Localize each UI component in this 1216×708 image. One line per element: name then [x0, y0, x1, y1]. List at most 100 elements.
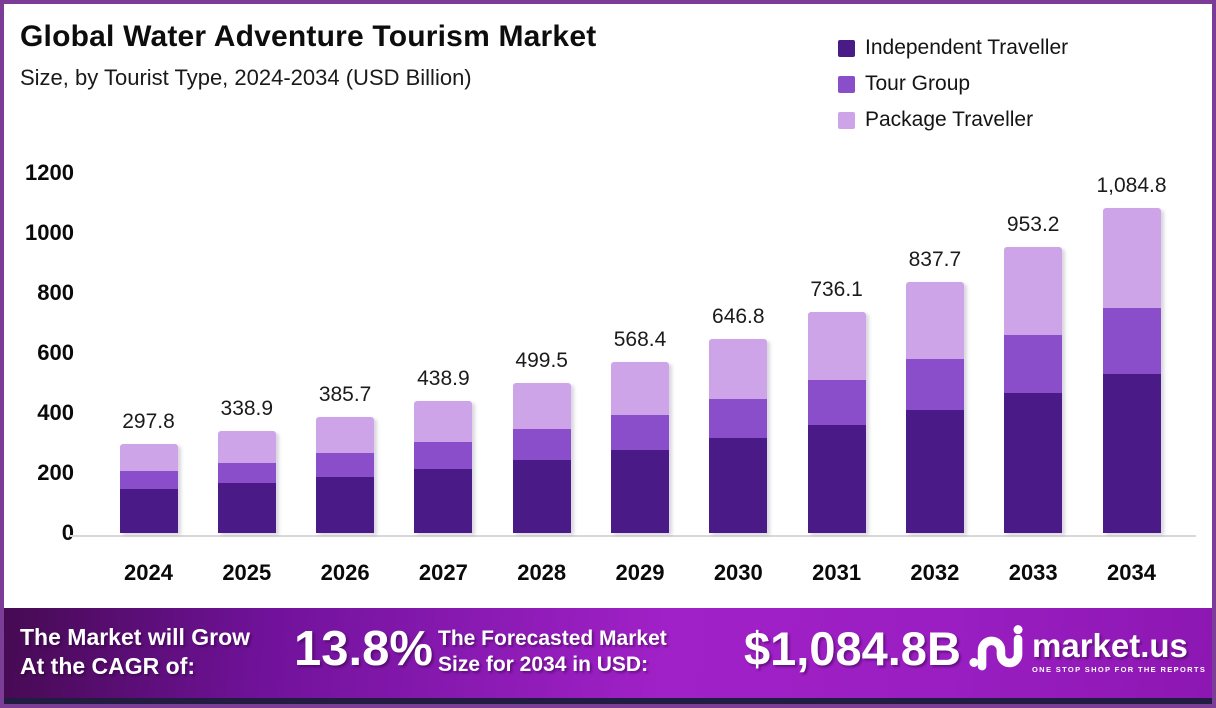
y-tick-label: 200 [37, 460, 74, 485]
forecast-label-line1: The Forecasted Market [438, 627, 667, 650]
legend-swatch-icon [838, 111, 855, 129]
x-axis-line [70, 535, 1196, 537]
y-tick-label: 1000 [25, 220, 74, 245]
forecast-value: $1,084.8B [744, 622, 961, 675]
forecast-label: The Forecasted Market Size for 2034 in U… [438, 626, 667, 678]
bottom-strip [4, 698, 1212, 704]
bar-value-label: 736.1 [810, 278, 863, 302]
bar-2027 [414, 401, 473, 533]
bar-segment-independent-traveller [316, 476, 375, 533]
chart-header: Global Water Adventure Tourism Market Si… [20, 20, 596, 91]
bar-segment-package-traveller [1102, 207, 1161, 308]
bar-segment-package-traveller [512, 383, 571, 430]
legend-item: Tour Group [838, 66, 1068, 102]
bar-2030 [709, 338, 768, 533]
bar-segment-package-traveller [119, 443, 178, 472]
x-axis-label-2029: 2029 [615, 560, 665, 585]
bar-segment-tour-group [611, 414, 669, 450]
bar-segment-package-traveller [217, 431, 276, 463]
y-tick-label: 400 [37, 400, 74, 425]
page-title: Global Water Adventure Tourism Market [20, 20, 597, 53]
marketus-logo-text: market.us [1032, 627, 1188, 664]
cagr-label-line2: At the CAGR of: [20, 653, 196, 679]
x-axis-label-2028: 2028 [517, 560, 567, 585]
bar-segment-independent-traveller [611, 449, 669, 533]
x-axis-label-2024: 2024 [124, 560, 173, 585]
x-axis-label-2026: 2026 [320, 560, 370, 585]
bar-segment-package-traveller [905, 281, 964, 360]
x-axis-label-2031: 2031 [812, 560, 862, 585]
bar-2025 [217, 431, 276, 533]
bar-2026 [316, 417, 375, 533]
bar-segment-tour-group [316, 452, 375, 477]
bars-layer: 297.8 338.9 385.7 438.9 499.5 568.4 646.8 736.1… [90, 173, 1200, 533]
y-tick-label: 1200 [25, 160, 74, 185]
bar-value-label: 953.2 [1006, 213, 1060, 237]
legend-swatch-icon [838, 39, 855, 57]
bar-segment-independent-traveller [807, 425, 866, 533]
bar-segment-tour-group [1102, 307, 1161, 375]
bar-2028 [512, 383, 571, 533]
x-axis-label-2025: 2025 [222, 560, 272, 585]
bar-value-label: 568.4 [613, 328, 667, 352]
bar-segment-tour-group [709, 398, 768, 439]
cagr-label: The Market will Grow At the CAGR of: [20, 623, 250, 681]
x-axis-label-2033: 2033 [1008, 560, 1058, 585]
x-axis-label-2030: 2030 [713, 560, 763, 585]
bar-segment-package-traveller [414, 401, 473, 442]
cagr-value: 13.8% [294, 622, 433, 676]
bar-segment-package-traveller [611, 362, 669, 415]
bar-value-label: 646.8 [712, 304, 765, 328]
x-axis-label-2034: 2034 [1107, 560, 1156, 585]
bar-segment-independent-traveller [1004, 393, 1063, 533]
bar-2032 [905, 281, 964, 533]
bar-value-label: 499.5 [515, 349, 568, 373]
bar-2033 [1004, 247, 1063, 533]
bar-segment-tour-group [807, 380, 866, 426]
legend-label: Independent Traveller [865, 36, 1069, 59]
bar-segment-tour-group [217, 462, 276, 484]
marketus-logo: market.us ONE STOP SHOP FOR THE REPORTS [969, 624, 1206, 679]
y-axis-ticks: 0 200 400 600 800 1000 1200 [10, 160, 74, 545]
bar-segment-independent-traveller [414, 468, 473, 533]
legend-label: Tour Group [865, 72, 971, 95]
bar-segment-independent-traveller [709, 438, 768, 533]
bar-2024 [119, 443, 178, 533]
bar-value-label: 338.9 [220, 397, 274, 421]
x-axis-labels: 2024 2025 2026 2027 2028 2029 2030 2031 2032 2033… [90, 560, 1200, 590]
marketus-logo-tagline: ONE STOP SHOP FOR THE REPORTS [1032, 665, 1207, 674]
bar-segment-tour-group [905, 359, 964, 411]
legend-swatch-icon [838, 75, 855, 93]
bar-2031 [807, 312, 866, 533]
bar-segment-independent-traveller [1102, 374, 1161, 533]
y-tick-label: 800 [37, 280, 74, 305]
bottom-banner: The Market will Grow At the CAGR of: 13.… [4, 608, 1212, 698]
legend-item: Package Traveller [838, 102, 1068, 138]
bar-value-label: 385.7 [318, 383, 372, 407]
bar-segment-independent-traveller [119, 489, 178, 533]
cagr-label-line1: The Market will Grow [20, 624, 251, 650]
bar-segment-tour-group [414, 441, 473, 469]
bar-segment-package-traveller [709, 338, 768, 399]
bar-segment-independent-traveller [217, 483, 276, 533]
chart-legend: Independent Traveller Tour Group Package T… [838, 30, 1068, 138]
marketus-logo-icon [969, 624, 1023, 679]
bar-segment-independent-traveller [905, 410, 964, 533]
y-tick-label: 600 [37, 340, 74, 365]
marketus-logo-textblock: market.us ONE STOP SHOP FOR THE REPORTS [1032, 629, 1206, 674]
bar-segment-tour-group [1004, 335, 1063, 394]
bar-value-label: 837.7 [908, 247, 962, 271]
x-axis-label-2027: 2027 [418, 560, 468, 585]
bar-segment-package-traveller [316, 417, 375, 453]
bar-2029 [611, 362, 669, 533]
bar-segment-tour-group [119, 471, 178, 490]
page-subtitle: Size, by Tourist Type, 2024-2034 (USD Bi… [20, 65, 472, 90]
bar-value-label: 297.8 [122, 409, 175, 433]
forecast-label-line2: Size for 2034 in USD: [438, 653, 649, 676]
legend-item: Independent Traveller [838, 30, 1068, 66]
bar-value-label: 1,084.8 [1096, 173, 1167, 197]
bar-segment-independent-traveller [512, 459, 571, 533]
legend-label: Package Traveller [865, 108, 1034, 131]
bar-2034 [1102, 207, 1161, 533]
